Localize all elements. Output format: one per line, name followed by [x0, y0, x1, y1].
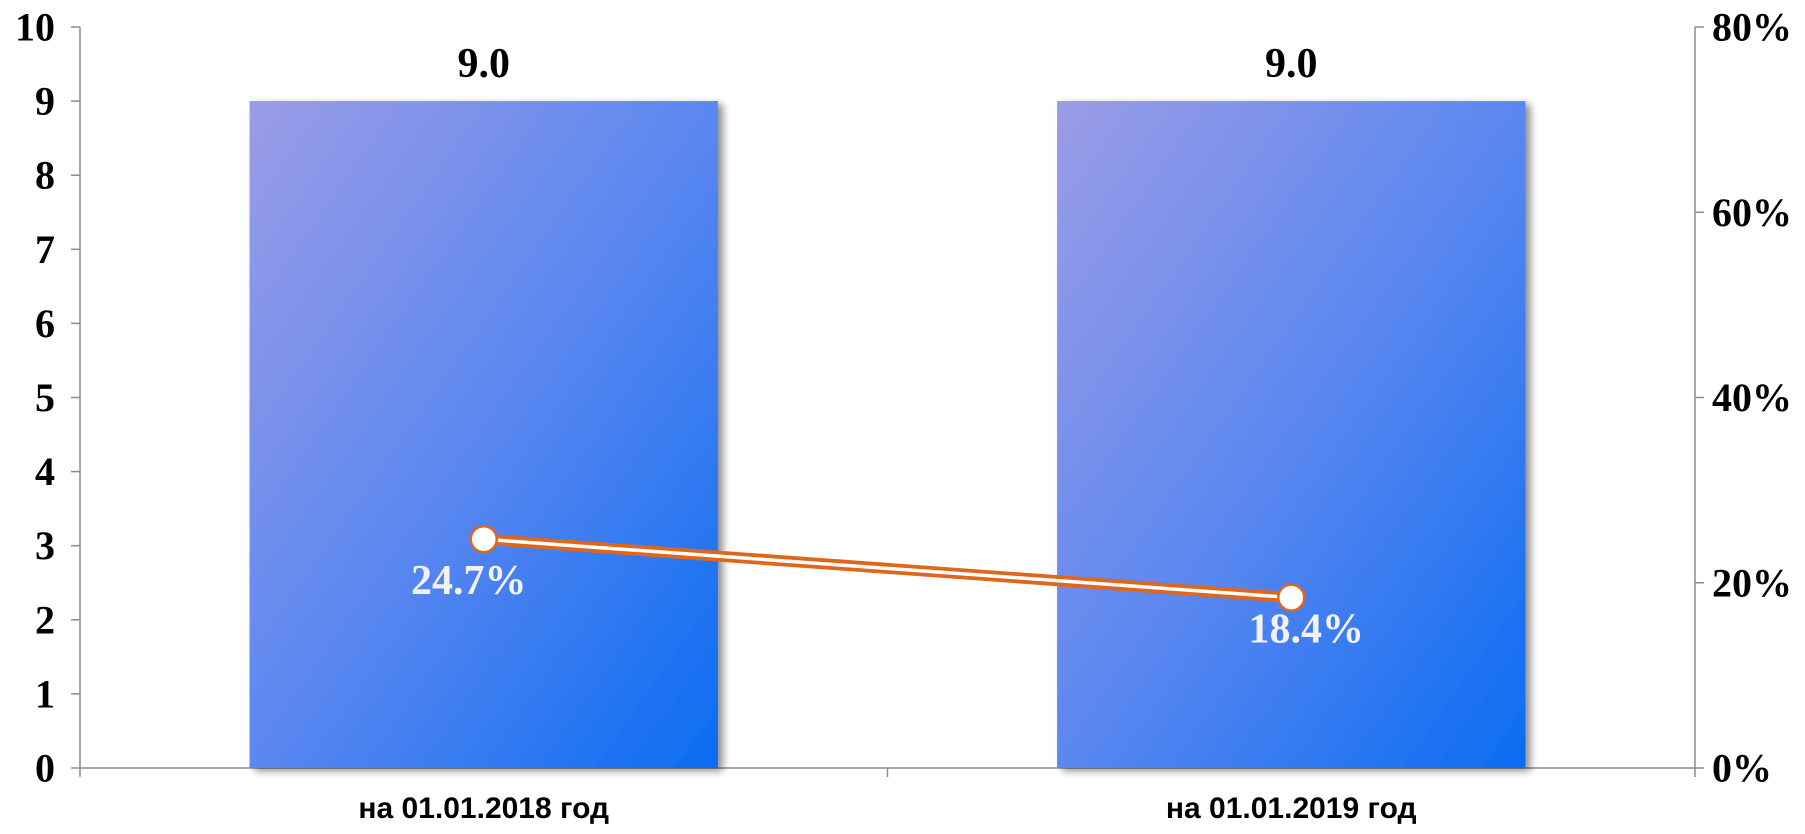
x-tick-label: на 01.01.2019 год — [1166, 792, 1417, 825]
y-right-tick-label: 20% — [1712, 560, 1792, 605]
y-right-tick-label: 80% — [1712, 5, 1792, 50]
bar-data-label: 9.0 — [458, 41, 511, 87]
y-left-tick-label: 6 — [35, 301, 55, 346]
y-left-tick-label: 8 — [35, 153, 55, 198]
bar-series — [249, 101, 1526, 769]
y-right-tick-label: 40% — [1712, 375, 1792, 420]
line-point — [469, 524, 498, 554]
x-tick-label: на 01.01.2018 год — [358, 792, 609, 825]
y-right-tick-label: 60% — [1712, 190, 1792, 235]
y-left-tick-label: 1 — [35, 671, 55, 716]
line-data-label: 18.4% — [1249, 607, 1365, 653]
y-left-tick-label: 9 — [35, 79, 55, 124]
y-left-tick-label: 4 — [35, 449, 55, 494]
y-left-tick-label: 5 — [35, 375, 55, 420]
line-data-label: 24.7% — [411, 558, 527, 604]
y-right-tick-label: 0% — [1712, 746, 1772, 791]
bar-data-label: 9.0 — [1265, 41, 1318, 87]
labels: 9.0 9.0 24.7% 18.4% — [411, 41, 1364, 652]
y-left-tick-label: 3 — [35, 523, 55, 568]
line-point — [1277, 583, 1306, 612]
bar — [249, 101, 718, 769]
bar — [1057, 101, 1526, 769]
axes: 0 1 2 3 4 5 6 7 8 9 10 0% 20% 40% 60% 80% на 01.01.2018 … — [15, 5, 1792, 826]
y-left-tick-label: 2 — [35, 597, 55, 642]
y-left-tick-label: 10 — [15, 5, 55, 50]
line-series — [469, 524, 1306, 612]
line-path-inner — [483, 537, 1292, 600]
y-left-tick-label: 0 — [35, 746, 55, 791]
y-left-tick-label: 7 — [35, 227, 55, 272]
